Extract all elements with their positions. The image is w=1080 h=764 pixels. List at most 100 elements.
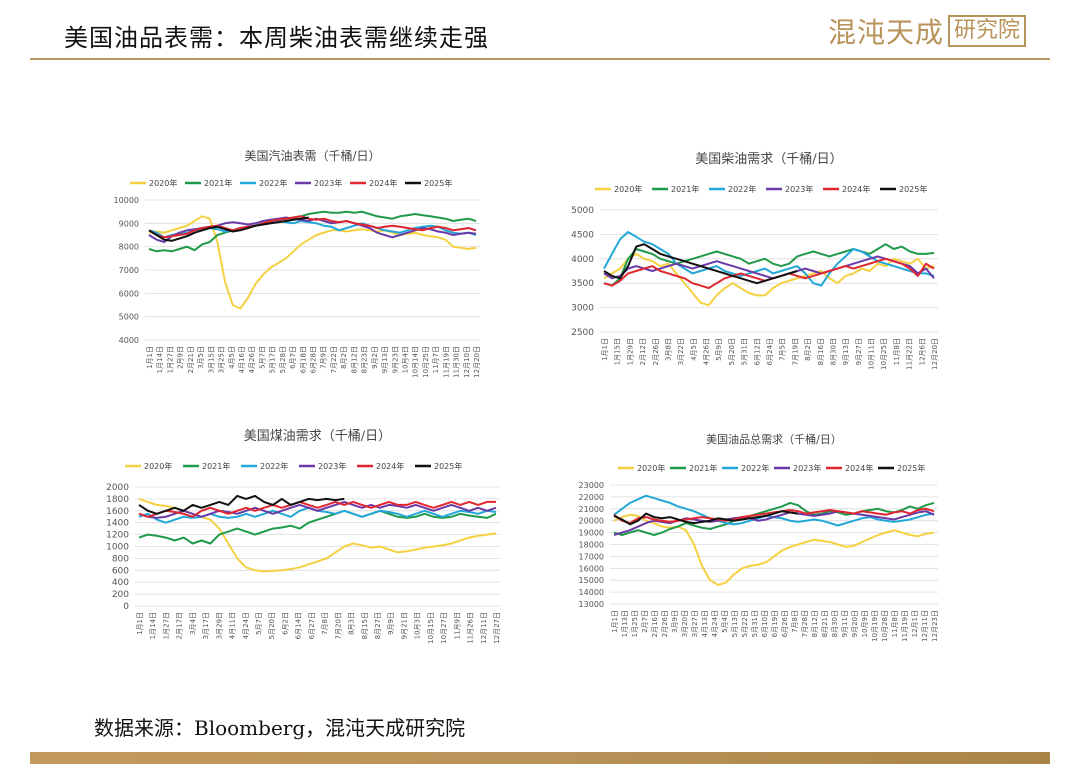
x-tick-label: 6月12日 (753, 338, 761, 365)
y-tick-label: 8000 (119, 243, 139, 252)
footer-bar (30, 752, 1050, 764)
legend-label: 2025年 (424, 178, 452, 188)
x-tick-label: 8月16日 (817, 338, 825, 365)
x-tick-label: 10月25日 (880, 338, 888, 370)
x-tick-label: 8月30日 (829, 338, 837, 365)
y-tick-label: 18000 (579, 541, 604, 550)
y-tick-label: 13000 (579, 600, 604, 609)
x-tick-label: 1月1日 (601, 338, 609, 361)
x-tick-label: 1月14日 (149, 612, 157, 639)
x-tick-label: 7月28日 (801, 610, 809, 637)
x-tick-label: 3月22日 (677, 338, 685, 365)
header-rule (30, 58, 1050, 60)
x-tick-label: 10月4日 (401, 346, 409, 373)
page-title: 美国油品表需：本周柴油表需继续走强 (64, 24, 489, 52)
x-tick-label: 8月30日 (831, 610, 839, 637)
y-tick-label: 800 (112, 554, 129, 564)
series-line (138, 494, 345, 515)
y-tick-label: 1000 (106, 543, 129, 553)
series-line (603, 243, 798, 285)
y-tick-label: 6000 (119, 289, 139, 298)
x-tick-label: 11月7日 (432, 346, 440, 373)
x-tick-label: 5月31日 (741, 338, 749, 365)
legend-label: 2022年 (260, 461, 288, 471)
legend-label: 2021年 (689, 463, 717, 473)
legend-label: 2023年 (314, 178, 342, 188)
legend-label: 2025年 (899, 184, 927, 194)
x-tick-label: 8月2日 (340, 346, 348, 369)
x-tick-label: 11月9日 (453, 612, 461, 639)
series-line (613, 507, 935, 525)
x-tick-label: 9月9日 (387, 612, 395, 635)
x-tick-label: 4月13日 (701, 610, 709, 637)
x-tick-label: 11月26日 (467, 612, 475, 644)
series-line (613, 501, 935, 536)
series-line (138, 500, 496, 518)
chart-svg: 美国油品总需求（千桶/日） 2020年 2021年 2022年 2023年 2024年 20… (579, 432, 939, 642)
x-tick-label: 5月7日 (255, 612, 263, 635)
legend-label: 2024年 (369, 178, 397, 188)
x-tick-label: 6月26日 (781, 610, 789, 637)
x-tick-label: 2月26日 (661, 610, 669, 637)
x-tick-label: 7月20日 (334, 612, 342, 639)
legend-label: 2020年 (614, 184, 642, 194)
x-tick-label: 7月8日 (321, 612, 329, 635)
series-line (603, 243, 935, 287)
chart-title: 美国煤油需求（千桶/日） (244, 429, 391, 444)
x-tick-label: 3月25日 (218, 346, 226, 373)
x-tick-label: 8月27日 (374, 612, 382, 639)
x-tick-label: 12月20日 (473, 346, 481, 378)
chart-svg: 美国柴油需求（千桶/日） 2020年 2021年 2022年 2023年 2024年 202… (571, 152, 939, 370)
x-tick-label: 12月1日 (911, 610, 919, 637)
legend-label: 2025年 (897, 463, 925, 473)
legend-label: 2023年 (318, 461, 346, 471)
x-tick-label: 2月26日 (652, 338, 660, 365)
legend-label: 2020年 (637, 463, 665, 473)
legend-label: 2022年 (259, 178, 287, 188)
x-tick-label: 3月29日 (215, 612, 223, 639)
x-tick-label: 9月27日 (855, 338, 863, 365)
x-tick-label: 7月5日 (779, 338, 787, 361)
y-tick-label: 600 (112, 566, 129, 576)
y-tick-label: 15000 (579, 576, 604, 585)
total-demand-chart: 美国油品总需求（千桶/日） 2020年 2021年 2022年 2023年 2024年 20… (560, 430, 960, 660)
y-tick-label: 1200 (106, 531, 129, 541)
y-tick-label: 4500 (571, 230, 594, 240)
x-tick-label: 7月9日 (320, 346, 328, 369)
x-tick-label: 4月16日 (238, 346, 246, 373)
chart-title: 美国汽油表需（千桶/日） (244, 148, 380, 163)
legend-label: 2020年 (144, 461, 172, 471)
x-tick-label: 10月27日 (440, 612, 448, 644)
y-tick-label: 9000 (119, 219, 139, 228)
x-tick-label: 10月14日 (412, 346, 420, 378)
y-tick-label: 19000 (579, 529, 604, 538)
x-tick-label: 3月17日 (202, 612, 210, 639)
x-tick-label: 11月8日 (893, 338, 901, 365)
y-tick-label: 10000 (114, 196, 139, 205)
logo-box: 研究院 (948, 15, 1027, 47)
x-tick-label: 11月8日 (891, 610, 899, 637)
x-tick-label: 3月20日 (681, 610, 689, 637)
x-tick-label: 8月3日 (348, 612, 356, 635)
logo-text: 混沌天成 (828, 16, 945, 49)
y-tick-label: 21000 (579, 505, 604, 514)
series-line (603, 252, 935, 307)
x-tick-label: 9月21日 (400, 612, 408, 639)
legend-label: 2021年 (204, 178, 232, 188)
x-tick-label: 11月22日 (906, 338, 914, 370)
y-tick-label: 4000 (571, 255, 594, 265)
chart-title: 美国油品总需求（千桶/日） (706, 432, 842, 446)
x-tick-label: 9月11日 (841, 610, 849, 637)
x-tick-label: 1月25日 (631, 610, 639, 637)
x-tick-label: 10月28日 (881, 610, 889, 642)
x-tick-label: 9月20日 (851, 610, 859, 637)
x-tick-label: 9月2日 (371, 346, 379, 369)
legend-label: 2021年 (671, 184, 699, 194)
series-line (603, 255, 935, 280)
x-tick-label: 6月27日 (308, 612, 316, 639)
legend-label: 2023年 (793, 463, 821, 473)
x-tick-label: 1月29日 (626, 338, 634, 365)
y-tick-label: 7000 (119, 266, 139, 275)
x-tick-label: 1月13日 (621, 610, 629, 637)
x-tick-label: 4月11日 (229, 612, 237, 639)
